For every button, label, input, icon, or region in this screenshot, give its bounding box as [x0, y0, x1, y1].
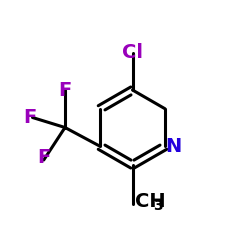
Text: F: F — [58, 80, 72, 100]
Text: Cl: Cl — [122, 43, 143, 62]
Text: 3: 3 — [153, 199, 162, 213]
Text: N: N — [165, 137, 181, 156]
Text: CH: CH — [135, 192, 166, 211]
Text: F: F — [24, 108, 36, 127]
Text: F: F — [37, 148, 51, 167]
